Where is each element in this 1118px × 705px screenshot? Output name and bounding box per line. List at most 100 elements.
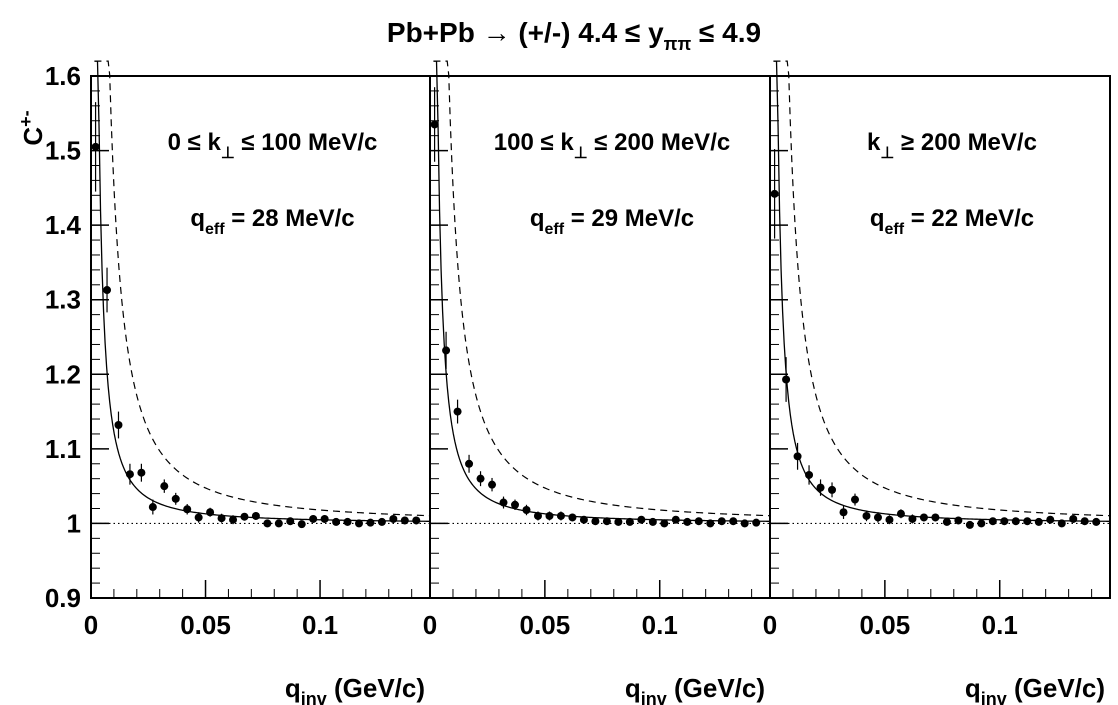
data-point: [453, 407, 462, 416]
x-axis-label: qinv (GeV/c): [965, 673, 1105, 705]
data-point: [862, 511, 871, 520]
data-point: [873, 513, 882, 522]
x-axis-label-suffix: (GeV/c): [1007, 673, 1105, 703]
data-point: [377, 517, 386, 526]
y-tick-label: 1.1: [45, 434, 81, 464]
data-point: [752, 518, 761, 527]
data-point: [1092, 517, 1101, 526]
x-tick-label: 0.1: [302, 610, 338, 640]
x-axis-label-main: q: [285, 673, 301, 703]
panel-annotation: qeff = 22 MeV/c: [870, 205, 1034, 238]
data-point: [579, 515, 588, 524]
data-point: [91, 142, 100, 151]
data-point: [137, 468, 146, 477]
data-point: [568, 513, 577, 522]
x-axis-label: qinv (GeV/c): [625, 673, 765, 705]
panel-frame: [769, 75, 1111, 599]
annotation-subscript: eff: [545, 221, 565, 238]
data-point: [793, 452, 802, 461]
x-axis-label-subscript: inv: [981, 689, 1007, 705]
data-point: [522, 506, 531, 515]
data-point: [217, 514, 226, 523]
data-point: [206, 508, 215, 517]
x-axis-label-main: q: [625, 673, 641, 703]
annotation-subscript: eff: [205, 221, 225, 238]
data-point: [533, 511, 542, 520]
data-point: [770, 189, 779, 198]
data-point: [1023, 517, 1032, 526]
data-point: [648, 517, 657, 526]
y-tick-label: 0.9: [45, 583, 81, 613]
annotation-subscript: ⊥: [880, 145, 894, 162]
data-point: [942, 517, 951, 526]
data-point: [637, 515, 646, 524]
data-point: [545, 511, 554, 520]
data-point: [343, 517, 352, 526]
data-point: [671, 515, 680, 524]
data-point: [400, 516, 409, 525]
data-point: [1011, 517, 1020, 526]
data-point: [499, 498, 508, 507]
x-axis-label-subscript: inv: [301, 689, 327, 705]
y-axis-label-main: C: [18, 127, 48, 146]
dashed-curve: [94, 60, 431, 517]
data-point: [1080, 517, 1089, 526]
data-point: [412, 516, 421, 525]
x-axis-label-main: q: [965, 673, 981, 703]
panel-annotation: 0 ≤ k⊥ ≤ 100 MeV/c: [168, 129, 378, 162]
annotation-main: 0 ≤ k: [168, 129, 222, 156]
x-tick-label: 0.1: [642, 610, 678, 640]
data-point: [706, 519, 715, 528]
annotation-suffix: ≤ 100 MeV/c: [235, 129, 378, 156]
data-point: [591, 517, 600, 526]
annotation-suffix: ≤ 200 MeV/c: [588, 129, 731, 156]
annotation-suffix: = 22 MeV/c: [904, 205, 1034, 232]
data-point: [194, 513, 203, 522]
data-point: [660, 519, 669, 528]
data-point: [805, 470, 814, 479]
data-point: [103, 286, 112, 295]
data-point: [977, 519, 986, 528]
annotation-suffix: = 29 MeV/c: [564, 205, 694, 232]
x-tick-label: 0.1: [982, 610, 1018, 640]
data-point: [309, 514, 318, 523]
y-axis-label: C+-: [16, 110, 48, 145]
x-tick-label: 0: [763, 610, 777, 640]
data-point: [839, 508, 848, 517]
panels-group: 0.911.11.21.31.41.51.60 0.05 0.10 ≤ k⊥ ≤ 1…: [45, 60, 1111, 705]
data-point: [125, 470, 134, 479]
data-point: [229, 515, 238, 524]
x-axis-label-suffix: (GeV/c): [327, 673, 425, 703]
data-point: [782, 375, 791, 384]
data-point: [1057, 519, 1066, 528]
panel-annotation: k⊥ ≥ 200 MeV/c: [867, 129, 1037, 162]
data-point: [251, 511, 260, 520]
data-point: [954, 516, 963, 525]
annotation-subscript: ⊥: [221, 145, 235, 162]
data-point: [430, 120, 439, 129]
annotation-suffix: ≥ 200 MeV/c: [894, 129, 1037, 156]
data-point: [286, 517, 295, 526]
data-point: [263, 519, 272, 528]
y-tick-label: 1.3: [45, 285, 81, 315]
y-tick-label: 1: [67, 508, 81, 538]
data-point: [556, 511, 565, 520]
data-point: [1069, 514, 1078, 523]
data-point: [465, 459, 474, 468]
data-point: [297, 520, 306, 529]
y-tick-label: 1.5: [45, 136, 81, 166]
annotation-subscript: eff: [885, 221, 905, 238]
data-point: [160, 482, 169, 491]
data-point: [965, 520, 974, 529]
data-point: [488, 480, 497, 489]
data-point: [240, 512, 249, 521]
panel-left: 0.9 1 1.1 1.2 1.3 1.4 1.5 1.6 0 0.05 0.1 0 ≤ k⊥ ≤ 1…: [45, 60, 431, 705]
chart-title-prefix: Pb+Pb → (+/-) 4.4 ≤ y: [387, 17, 664, 48]
dashed-curve: [433, 60, 771, 517]
data-point: [511, 500, 519, 509]
solid-curve: [94, 60, 431, 522]
panel-annotation: qeff = 28 MeV/c: [190, 205, 354, 238]
annotation-subscript: ⊥: [574, 145, 588, 162]
